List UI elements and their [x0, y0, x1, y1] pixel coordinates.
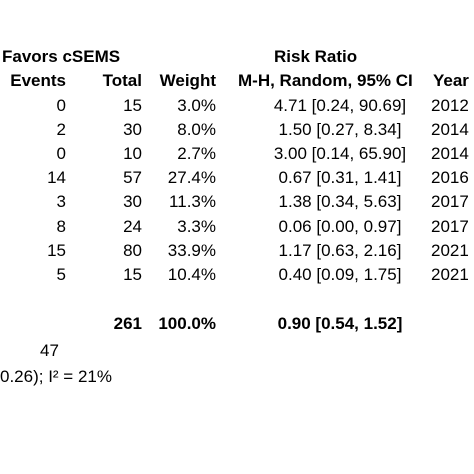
events-cell: 0: [56, 144, 66, 163]
total-participants: 261: [113, 314, 142, 333]
ci-cell: 1.50 [0.27, 8.34]: [278, 120, 402, 139]
ci-cell: 3.00 [0.14, 65.90]: [273, 144, 407, 163]
effect-title: Risk Ratio: [274, 47, 358, 66]
year-cell: 2017: [431, 192, 469, 211]
total-cell: 57: [123, 168, 142, 187]
weight-cell: 11.3%: [169, 192, 216, 211]
col-header-weight: Weight: [159, 71, 216, 90]
events-cell: 5: [56, 265, 66, 284]
total-cell: 15: [123, 265, 142, 284]
weight-cell: 33.9%: [167, 241, 216, 260]
weight-cell: 2.7%: [177, 144, 216, 163]
ci-cell: 1.17 [0.63, 2.16]: [278, 241, 402, 260]
total-events: 47: [40, 341, 59, 360]
weight-cell: 10.4%: [167, 265, 216, 284]
group-label: Favors cSEMS: [2, 47, 121, 66]
col-header-events: Events: [10, 71, 66, 90]
year-cell: 2012: [431, 96, 469, 115]
pooled-estimate: 0.90 [0.54, 1.52]: [277, 314, 403, 333]
year-cell: 2016: [431, 168, 469, 187]
events-cell: 2: [56, 120, 66, 139]
weight-cell: 3.0%: [177, 96, 216, 115]
year-cell: 2014: [431, 144, 469, 163]
events-cell: 14: [47, 168, 66, 187]
weight-cell: 8.0%: [177, 120, 216, 139]
total-cell: 30: [123, 120, 142, 139]
total-cell: 30: [123, 192, 142, 211]
total-cell: 10: [123, 144, 142, 163]
col-header-total: Total: [102, 71, 142, 90]
weight-cell: 27.4%: [167, 168, 216, 187]
total-cell: 80: [123, 241, 142, 260]
year-cell: 2017: [431, 217, 469, 236]
total-weight: 100.0%: [158, 314, 216, 333]
events-cell: 3: [56, 192, 66, 211]
ci-cell: 1.38 [0.34, 5.63]: [278, 192, 402, 211]
ci-cell: 0.06 [0.00, 0.97]: [278, 217, 402, 236]
year-cell: 2021: [431, 241, 469, 260]
total-cell: 24: [123, 217, 142, 236]
ci-cell: 4.71 [0.24, 90.69]: [273, 96, 407, 115]
total-cell: 15: [123, 96, 142, 115]
ci-cell: 0.67 [0.31, 1.41]: [278, 168, 402, 187]
year-cell: 2021: [431, 265, 469, 284]
col-header-method: M-H, Random, 95% CI: [238, 71, 413, 90]
year-cell: 2014: [431, 120, 469, 139]
col-header-year: Year: [433, 71, 469, 90]
events-cell: 0: [56, 96, 66, 115]
events-cell: 8: [56, 217, 66, 236]
events-cell: 15: [47, 241, 66, 260]
weight-cell: 3.3%: [177, 217, 216, 236]
ci-cell: 0.40 [0.09, 1.75]: [278, 265, 402, 284]
heterogeneity-stats: 0.26); I² = 21%: [0, 367, 112, 386]
